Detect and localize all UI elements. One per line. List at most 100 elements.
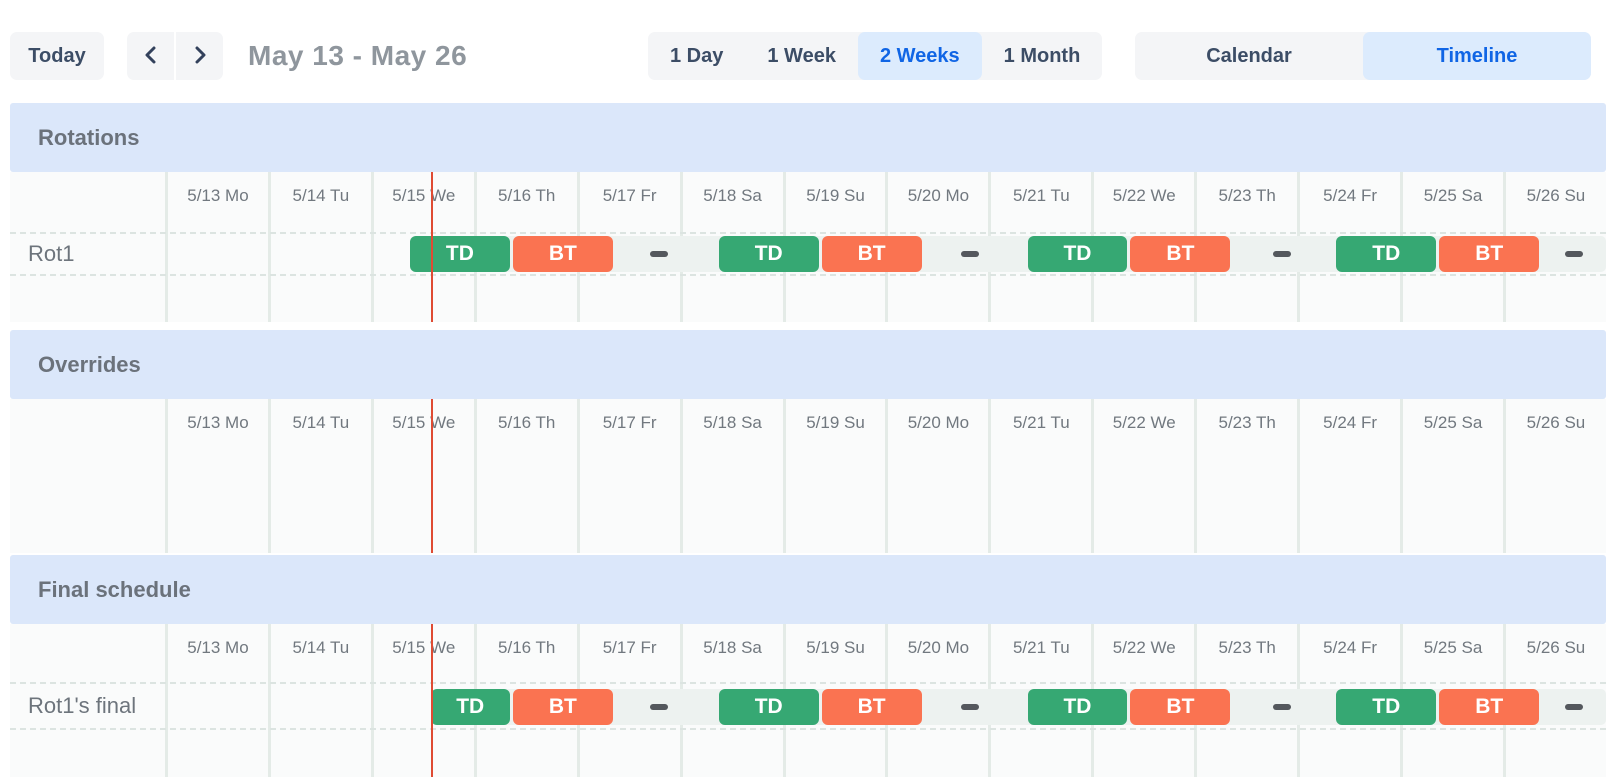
day-header-cell: 5/25 Sa: [1400, 624, 1503, 672]
section-body: Rot1 TD BT TD BT TD BT TD BT: [10, 220, 1606, 322]
grid-column-line: [576, 447, 680, 553]
section-title: Rotations: [38, 124, 140, 150]
view-range-switcher: 1 Day 1 Week 2 Weeks 1 Month: [648, 32, 1103, 80]
row-label-spacer: [10, 172, 165, 220]
shift-block-td[interactable]: TD: [1027, 236, 1128, 272]
day-header-cell: 5/23 Th: [1194, 172, 1297, 220]
shift-block-bt[interactable]: BT: [1130, 236, 1231, 272]
day-header-cell: 5/24 Fr: [1297, 172, 1400, 220]
view-1-day-button[interactable]: 1 Day: [648, 32, 745, 80]
gap-dash: [1565, 251, 1584, 257]
day-header-row: 5/13 Mo 5/14 Tu 5/15 We 5/16 Th 5/17 Fr 5/18 …: [10, 399, 1606, 447]
shift-block-bt[interactable]: BT: [1439, 689, 1540, 725]
day-header-cell: 5/22 We: [1091, 399, 1194, 447]
shift-block-bt[interactable]: BT: [1439, 236, 1540, 272]
day-header-cell: 5/22 We: [1091, 172, 1194, 220]
grid-column-line: [267, 447, 371, 553]
next-button[interactable]: [176, 32, 223, 80]
day-header-cell: 5/17 Fr: [576, 172, 680, 220]
day-header-cell: 5/25 Sa: [1400, 172, 1503, 220]
day-header-cell: 5/26 Su: [1502, 172, 1606, 220]
grid-column-line: [1091, 447, 1194, 553]
view-1-month-button[interactable]: 1 Month: [982, 32, 1103, 80]
day-header-cell: 5/13 Mo: [165, 624, 268, 672]
shift-block-td[interactable]: TD: [409, 236, 510, 272]
shift-block-bt[interactable]: BT: [512, 236, 613, 272]
prev-button[interactable]: [127, 32, 174, 80]
shift-block-td[interactable]: TD: [1027, 689, 1128, 725]
day-header-cell: 5/15 We: [370, 624, 474, 672]
grid-column-line: [165, 447, 268, 553]
day-header-cell: 5/19 Su: [782, 172, 886, 220]
day-header-cell: 5/23 Th: [1194, 399, 1297, 447]
shift-block-bt[interactable]: BT: [512, 689, 613, 725]
toolbar: Today May 13 - May 26 1 Day 1 Week 2 Wee…: [0, 0, 1616, 95]
schedule-timeline: Rotations 5/13 Mo 5/14 Tu 5/15 We 5/16 Th 5/…: [10, 103, 1606, 777]
day-header-cell: 5/18 Sa: [679, 172, 783, 220]
day-header-cell: 5/24 Fr: [1297, 399, 1400, 447]
view-1-week-button[interactable]: 1 Week: [745, 32, 858, 80]
today-button[interactable]: Today: [10, 32, 104, 80]
day-header-cell: 5/18 Sa: [679, 399, 783, 447]
section-header-overrides: Overrides: [10, 330, 1606, 399]
shift-block-td[interactable]: TD: [718, 689, 819, 725]
shift-block-td[interactable]: TD: [718, 236, 819, 272]
grid-columns: [10, 447, 1606, 553]
day-header-cell: 5/16 Th: [473, 172, 577, 220]
gap-dash: [1272, 704, 1291, 710]
day-header-cell: 5/16 Th: [473, 624, 577, 672]
day-header-cell: 5/26 Su: [1502, 624, 1606, 672]
day-header-cell: 5/24 Fr: [1297, 624, 1400, 672]
gap-dash: [1565, 704, 1584, 710]
section-header-final-schedule: Final schedule: [10, 555, 1606, 624]
date-nav-group: [127, 32, 223, 80]
section-body: Rot1's final TD BT TD BT TD BT TD BT: [10, 672, 1606, 777]
day-header-cell: 5/25 Sa: [1400, 399, 1503, 447]
schedule-row: Rot1's final: [10, 682, 1606, 730]
grid-column-line: [988, 447, 1091, 553]
row-label: Rot1's final: [28, 693, 137, 718]
shift-block-td[interactable]: TD: [1336, 236, 1437, 272]
grid-column-line: [885, 447, 988, 553]
row-label: Rot1: [28, 241, 75, 266]
section-header-rotations: Rotations: [10, 103, 1606, 172]
day-header-cell: 5/20 Mo: [885, 172, 988, 220]
chevron-right-icon: [193, 46, 207, 67]
grid-column-line: [473, 447, 577, 553]
shift-block-td[interactable]: TD: [430, 689, 510, 725]
grid-column-line: [679, 447, 783, 553]
gap-dash: [650, 251, 669, 257]
day-header-cell: 5/13 Mo: [165, 172, 268, 220]
calendar-mode-button[interactable]: Calendar: [1135, 32, 1363, 80]
day-header-cell: 5/18 Sa: [679, 624, 783, 672]
section-title: Final schedule: [38, 576, 191, 602]
day-header-cell: 5/15 We: [370, 172, 474, 220]
day-header-cell: 5/17 Fr: [576, 399, 680, 447]
section-body: [10, 447, 1606, 553]
view-2-weeks-button[interactable]: 2 Weeks: [857, 32, 982, 80]
chevron-left-icon: [144, 46, 158, 67]
gap-dash: [1272, 251, 1291, 257]
timeline-mode-button[interactable]: Timeline: [1363, 32, 1591, 80]
grid-column-line: [1297, 447, 1400, 553]
date-range-title: May 13 - May 26: [248, 40, 468, 71]
shift-block-bt[interactable]: BT: [821, 236, 922, 272]
day-header-cell: 5/14 Tu: [267, 172, 371, 220]
day-header-cell: 5/26 Su: [1502, 399, 1606, 447]
shift-block-bt[interactable]: BT: [821, 689, 922, 725]
day-header-cell: 5/21 Tu: [988, 399, 1091, 447]
section-rotations: Rotations 5/13 Mo 5/14 Tu 5/15 We 5/16 Th 5/…: [10, 103, 1606, 322]
day-header-cell: 5/20 Mo: [885, 624, 988, 672]
shift-block-td[interactable]: TD: [1336, 689, 1437, 725]
day-header-cell: 5/15 We: [370, 399, 474, 447]
day-header-cell: 5/22 We: [1091, 624, 1194, 672]
day-header-cell: 5/13 Mo: [165, 399, 268, 447]
grid-column-line: [1502, 447, 1606, 553]
day-header-cell: 5/16 Th: [473, 399, 577, 447]
section-final-schedule: Final schedule 5/13 Mo 5/14 Tu 5/15 We 5/16…: [10, 555, 1606, 777]
day-header-row: 5/13 Mo 5/14 Tu 5/15 We 5/16 Th 5/17 Fr 5/18 …: [10, 624, 1606, 672]
schedule-row: Rot1: [10, 232, 1606, 276]
shift-block-bt[interactable]: BT: [1130, 689, 1231, 725]
row-label-spacer: [10, 399, 165, 447]
grid-column-line: [1400, 447, 1503, 553]
